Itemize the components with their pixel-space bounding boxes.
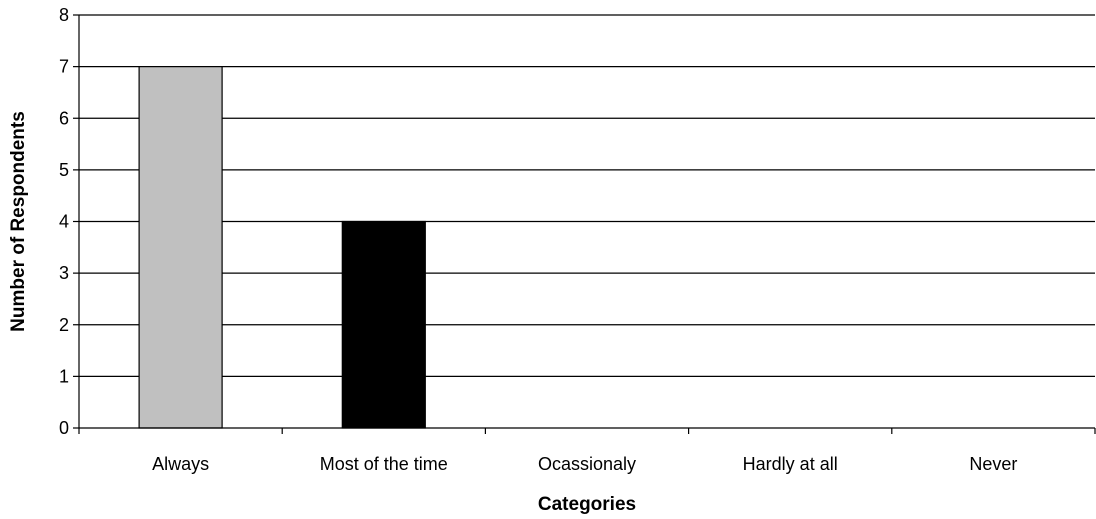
y-tick-label-0: 0 (59, 418, 69, 438)
y-tick-label-5: 5 (59, 160, 69, 180)
y-tick-label-7: 7 (59, 57, 69, 77)
tick-labels: 0 1 2 3 4 5 6 7 8 Always Most of the time Ocassiona… (59, 5, 1017, 474)
y-tick-label-1: 1 (59, 366, 69, 386)
y-tick-label-3: 3 (59, 263, 69, 283)
x-tick-label-most-of-the-time: Most of the time (320, 454, 448, 474)
axes (73, 14, 1096, 434)
x-tick-label-always: Always (152, 454, 209, 474)
x-tick-label-hardly-at-all: Hardly at all (743, 454, 838, 474)
x-tick-label-ocassionaly: Ocassionaly (538, 454, 636, 474)
bars (138, 66, 426, 429)
x-axis-title: Categories (538, 494, 636, 515)
y-tick-label-8: 8 (59, 5, 69, 25)
x-tick-label-never: Never (969, 454, 1017, 474)
y-tick-label-6: 6 (59, 108, 69, 128)
bar-always (138, 66, 223, 429)
bar-most-of-the-time (341, 220, 426, 429)
y-tick-label-2: 2 (59, 315, 69, 335)
y-axis-title: Number of Respondents (8, 111, 29, 332)
gridlines (79, 14, 1095, 377)
y-tick-label-4: 4 (59, 212, 69, 232)
